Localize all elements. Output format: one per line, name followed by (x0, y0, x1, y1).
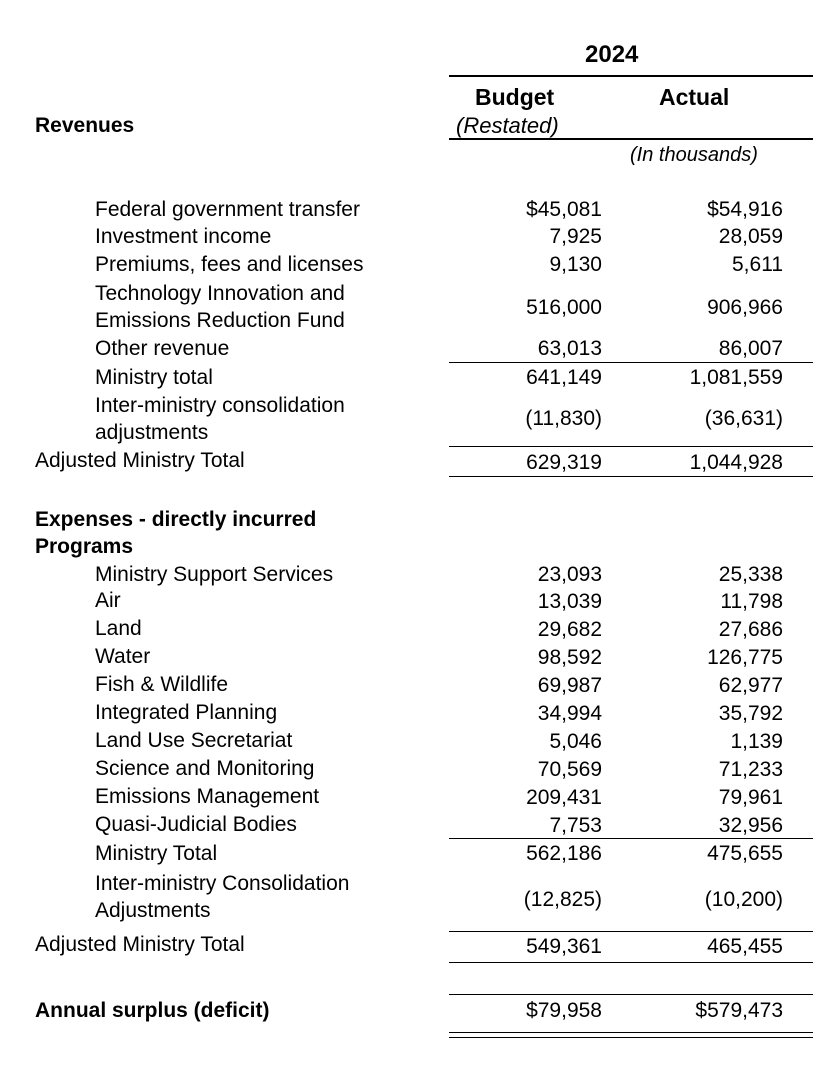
row-label-line2: Emissions Reduction Fund (95, 309, 345, 332)
actual-value: 11,798 (720, 590, 783, 613)
budget-value: $79,958 (526, 999, 602, 1022)
row-label: Other revenue (95, 337, 230, 360)
row-label: Air (95, 589, 121, 612)
row-label: Fish & Wildlife (95, 673, 229, 696)
actual-value: 475,655 (707, 842, 783, 865)
actual-column-header: Actual (659, 84, 730, 110)
actual-value: 5,611 (732, 253, 783, 276)
row-label: Adjusted Ministry Total (35, 933, 245, 956)
actual-value: 71,233 (718, 758, 783, 781)
actual-value: 906,966 (707, 296, 783, 319)
row-label: Integrated Planning (95, 701, 278, 724)
actual-value: $54,916 (707, 198, 783, 221)
row-label: Quasi-Judicial Bodies (95, 813, 297, 836)
row-label: Adjusted Ministry Total (35, 449, 245, 472)
revenues-heading: Revenues (35, 114, 135, 137)
actual-value: 27,686 (718, 618, 783, 641)
budget-value: 70,569 (537, 758, 602, 781)
surplus-label: Annual surplus (deficit) (35, 999, 270, 1022)
actual-value: 86,007 (718, 337, 783, 360)
actual-value: (10,200) (704, 888, 783, 911)
surplus-top-rule (449, 994, 813, 995)
row-label-line1: Inter-ministry consolidation (95, 394, 345, 417)
actual-value: 25,338 (718, 563, 783, 586)
budget-value: (11,830) (525, 407, 602, 430)
actual-value: 79,961 (718, 786, 783, 809)
budget-value: 641,149 (526, 366, 602, 389)
budget-value: 69,987 (537, 674, 602, 697)
budget-value: 13,039 (537, 590, 602, 613)
budget-value: $45,081 (526, 198, 602, 221)
actual-value: 35,792 (718, 702, 783, 725)
budget-restated-label: (Restated) (456, 113, 559, 138)
actual-value: 1,139 (730, 730, 783, 753)
row-label: Science and Monitoring (95, 757, 315, 780)
row-label: Premiums, fees and licenses (95, 253, 364, 276)
budget-value: 29,682 (537, 618, 602, 641)
row-label: Ministry Support Services (95, 563, 334, 586)
row-label-line1: Technology Innovation and (95, 282, 345, 305)
double-rule-top (449, 1032, 813, 1033)
row-label: Land (95, 617, 142, 640)
budget-value: 549,361 (526, 935, 602, 958)
subtotal-rule (449, 838, 813, 839)
budget-value: 629,319 (526, 451, 602, 474)
actual-value: $579,473 (695, 999, 783, 1022)
double-rule-bottom (449, 1037, 813, 1038)
budget-value: (12,825) (523, 888, 602, 911)
budget-value: 23,093 (537, 563, 602, 586)
budget-value: 562,186 (526, 842, 602, 865)
row-label: Ministry total (95, 366, 213, 389)
row-label-line1: Inter-ministry Consolidation (95, 872, 350, 895)
expenses-heading: Expenses - directly incurred (35, 508, 317, 531)
budget-value: 63,013 (537, 337, 602, 360)
row-label: Land Use Secretariat (95, 729, 293, 752)
total-rule (449, 476, 813, 477)
actual-value: 62,977 (718, 674, 783, 697)
row-label: Emissions Management (95, 785, 320, 808)
actual-value: 1,081,559 (689, 366, 783, 389)
budget-value: 7,925 (549, 225, 602, 248)
actual-value: 465,455 (707, 935, 783, 958)
actual-value: 126,775 (707, 646, 783, 669)
subtotal-rule (449, 446, 813, 447)
budget-value: 209,431 (526, 786, 602, 809)
budget-value: 516,000 (526, 296, 602, 319)
actual-value: 1,044,928 (689, 451, 783, 474)
budget-value: 5,046 (549, 730, 602, 753)
actual-value: 28,059 (718, 225, 783, 248)
row-label: Federal government transfer (95, 198, 360, 221)
row-label-line2: Adjustments (95, 899, 211, 922)
row-label-line2: adjustments (95, 421, 209, 444)
row-label: Water (95, 645, 151, 668)
budget-value: 9,130 (549, 253, 602, 276)
row-label: Ministry Total (95, 842, 218, 865)
row-label: Investment income (95, 225, 272, 248)
budget-value: 7,753 (549, 814, 602, 837)
year-header: 2024 (585, 41, 639, 68)
units-note: (In thousands) (630, 144, 758, 166)
actual-value: 32,956 (718, 814, 783, 837)
actual-value: (36,631) (704, 407, 783, 430)
budget-column-header: Budget (475, 84, 555, 110)
subtotal-rule (449, 362, 813, 363)
total-rule (449, 962, 813, 963)
budget-value: 34,994 (537, 702, 602, 725)
year-rule (449, 75, 813, 77)
header-rule (449, 138, 813, 140)
subtotal-rule (449, 931, 813, 932)
programs-heading: Programs (35, 535, 134, 558)
budget-value: 98,592 (537, 646, 602, 669)
